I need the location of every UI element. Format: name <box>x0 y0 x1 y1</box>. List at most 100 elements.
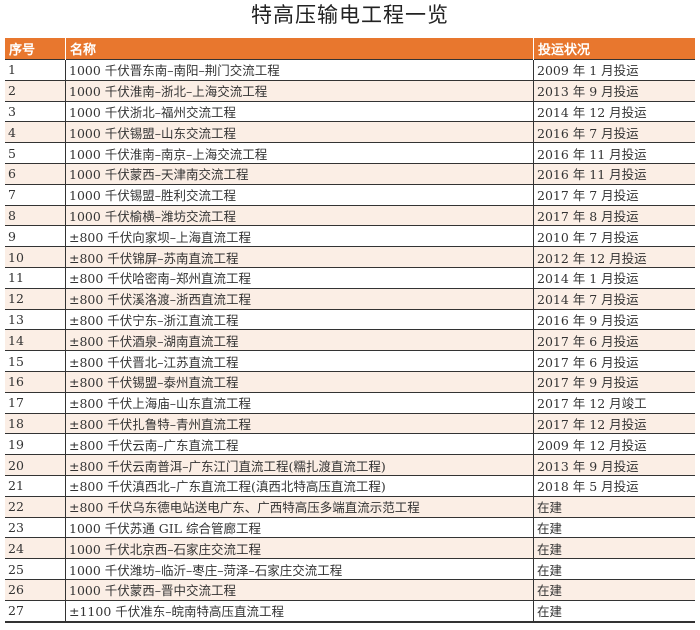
cell-index: 11 <box>5 266 66 289</box>
cell-name: ±800 千伏酒泉–湖南直流工程 <box>65 329 534 351</box>
cell-status: 2013 年 9 月投运 <box>533 79 695 102</box>
cell-name: 1000 千伏潍坊–临沂–枣庄–菏泽–石家庄交流工程 <box>65 558 534 580</box>
cell-index: 22 <box>5 495 66 518</box>
cell-status: 2016 年 11 月投运 <box>533 162 695 185</box>
cell-name: 1000 千伏晋东南–南阳–荆门交流工程 <box>65 59 534 81</box>
cell-index: 4 <box>5 121 66 143</box>
cell-name: 1000 千伏淮南–浙北–上海交流工程 <box>65 79 534 102</box>
cell-status: 2017 年 9 月投运 <box>533 370 695 393</box>
table-row: 3 1000 千伏浙北–福州交流工程 2014 年 12 月投运 <box>5 100 695 122</box>
table-row: 2 1000 千伏淮南–浙北–上海交流工程 2013 年 9 月投运 <box>5 79 695 102</box>
cell-status: 2016 年 7 月投运 <box>533 121 695 143</box>
cell-status: 在建 <box>533 495 695 518</box>
table-row: 11 ±800 千伏哈密南–郑州直流工程 2014 年 1 月投运 <box>5 266 695 289</box>
cell-index: 16 <box>5 370 66 393</box>
cell-name: 1000 千伏苏通 GIL 综合管廊工程 <box>65 516 534 538</box>
cell-index: 2 <box>5 79 66 102</box>
cell-index: 21 <box>5 474 66 497</box>
cell-name: ±800 千伏溪洛渡–浙西直流工程 <box>65 287 534 310</box>
cell-name: ±800 千伏晋北–江苏直流工程 <box>65 350 534 372</box>
cell-index: 20 <box>5 454 66 476</box>
cell-status: 2014 年 12 月投运 <box>533 100 695 122</box>
cell-index: 9 <box>5 225 66 247</box>
table-row: 19 ±800 千伏云南–广东直流工程 2009 年 12 月投运 <box>5 433 695 455</box>
cell-name: 1000 千伏浙北–福州交流工程 <box>65 100 534 122</box>
table-row: 26 1000 千伏蒙西–晋中交流工程 在建 <box>5 578 695 601</box>
cell-name: ±1100 千伏准东–皖南特高压直流工程 <box>65 599 534 623</box>
cell-status: 2017 年 8 月投运 <box>533 204 695 226</box>
cell-index: 13 <box>5 308 66 330</box>
cell-name: ±800 千伏锡盟–泰州直流工程 <box>65 370 534 393</box>
cell-name: 1000 千伏北京西–石家庄交流工程 <box>65 537 534 559</box>
cell-name: 1000 千伏锡盟–胜利交流工程 <box>65 183 534 206</box>
cell-status: 2009 年 12 月投运 <box>533 433 695 455</box>
cell-status: 2014 年 1 月投运 <box>533 266 695 289</box>
cell-status: 在建 <box>533 599 695 623</box>
cell-status: 2014 年 7 月投运 <box>533 287 695 310</box>
cell-status: 2012 年 12 月投运 <box>533 246 695 268</box>
cell-index: 7 <box>5 183 66 206</box>
cell-name: ±800 千伏向家坝–上海直流工程 <box>65 225 534 247</box>
cell-status: 在建 <box>533 558 695 580</box>
header-index: 序号 <box>5 38 66 60</box>
table-row: 14 ±800 千伏酒泉–湖南直流工程 2017 年 6 月投运 <box>5 329 695 351</box>
table-header: 序号 名称 投运状况 <box>5 38 695 60</box>
cell-status: 2016 年 9 月投运 <box>533 308 695 330</box>
table-row: 24 1000 千伏北京西–石家庄交流工程 在建 <box>5 537 695 559</box>
table-row: 5 1000 千伏淮南–南京–上海交流工程 2016 年 11 月投运 <box>5 142 695 164</box>
projects-table: 序号 名称 投运状况 1 1000 千伏晋东南–南阳–荆门交流工程 2009 年 1… <box>5 38 695 623</box>
header-name: 名称 <box>65 38 534 60</box>
cell-status: 2017 年 12 月投运 <box>533 412 695 434</box>
table-row: 16 ±800 千伏锡盟–泰州直流工程 2017 年 9 月投运 <box>5 370 695 393</box>
cell-name: 1000 千伏淮南–南京–上海交流工程 <box>65 142 534 164</box>
table-row: 4 1000 千伏锡盟–山东交流工程 2016 年 7 月投运 <box>5 121 695 143</box>
cell-status: 2018 年 5 月投运 <box>533 474 695 497</box>
table-body: 1 1000 千伏晋东南–南阳–荆门交流工程 2009 年 1 月投运 2 1000 千… <box>5 59 695 623</box>
cell-name: ±800 千伏上海庙–山东直流工程 <box>65 391 534 414</box>
table-row: 20 ±800 千伏云南普洱–广东江门直流工程(糯扎渡直流工程) 2013 年 9 … <box>5 454 695 476</box>
cell-status: 2016 年 11 月投运 <box>533 142 695 164</box>
cell-index: 27 <box>5 599 66 623</box>
cell-status: 2009 年 1 月投运 <box>533 59 695 81</box>
table-row: 6 1000 千伏蒙西–天津南交流工程 2016 年 11 月投运 <box>5 162 695 185</box>
cell-name: ±800 千伏云南–广东直流工程 <box>65 433 534 455</box>
cell-status: 在建 <box>533 516 695 538</box>
cell-index: 12 <box>5 287 66 310</box>
table-row: 23 1000 千伏苏通 GIL 综合管廊工程 在建 <box>5 516 695 538</box>
table-row: 8 1000 千伏榆横–潍坊交流工程 2017 年 8 月投运 <box>5 204 695 226</box>
cell-index: 3 <box>5 100 66 122</box>
cell-index: 26 <box>5 578 66 601</box>
cell-index: 10 <box>5 246 66 268</box>
cell-index: 17 <box>5 391 66 414</box>
cell-index: 18 <box>5 412 66 434</box>
table-row: 18 ±800 千伏扎鲁特–青州直流工程 2017 年 12 月投运 <box>5 412 695 434</box>
table-row: 10 ±800 千伏锦屏–苏南直流工程 2012 年 12 月投运 <box>5 246 695 268</box>
cell-name: ±800 千伏宁东–浙江直流工程 <box>65 308 534 330</box>
cell-index: 5 <box>5 142 66 164</box>
cell-index: 14 <box>5 329 66 351</box>
table-row: 1 1000 千伏晋东南–南阳–荆门交流工程 2009 年 1 月投运 <box>5 59 695 81</box>
cell-index: 6 <box>5 162 66 185</box>
cell-status: 2017 年 6 月投运 <box>533 350 695 372</box>
table-row: 25 1000 千伏潍坊–临沂–枣庄–菏泽–石家庄交流工程 在建 <box>5 558 695 580</box>
cell-name: ±800 千伏云南普洱–广东江门直流工程(糯扎渡直流工程) <box>65 454 534 476</box>
cell-index: 15 <box>5 350 66 372</box>
table-row: 22 ±800 千伏乌东德电站送电广东、广西特高压多端直流示范工程 在建 <box>5 495 695 518</box>
header-status: 投运状况 <box>533 38 695 60</box>
cell-index: 1 <box>5 59 66 81</box>
cell-status: 2017 年 6 月投运 <box>533 329 695 351</box>
cell-name: ±800 千伏扎鲁特–青州直流工程 <box>65 412 534 434</box>
cell-name: ±800 千伏滇西北–广东直流工程(滇西北特高压直流工程) <box>65 474 534 497</box>
cell-status: 2013 年 9 月投运 <box>533 454 695 476</box>
cell-status: 在建 <box>533 537 695 559</box>
table-row: 7 1000 千伏锡盟–胜利交流工程 2017 年 7 月投运 <box>5 183 695 206</box>
cell-index: 19 <box>5 433 66 455</box>
table-row: 12 ±800 千伏溪洛渡–浙西直流工程 2014 年 7 月投运 <box>5 287 695 310</box>
page-title: 特高压输电工程一览 <box>251 3 449 27</box>
table-row: 21 ±800 千伏滇西北–广东直流工程(滇西北特高压直流工程) 2018 年 5 … <box>5 474 695 497</box>
cell-status: 在建 <box>533 578 695 601</box>
cell-name: 1000 千伏锡盟–山东交流工程 <box>65 121 534 143</box>
cell-index: 23 <box>5 516 66 538</box>
table-row: 15 ±800 千伏晋北–江苏直流工程 2017 年 6 月投运 <box>5 350 695 372</box>
cell-name: 1000 千伏蒙西–天津南交流工程 <box>65 162 534 185</box>
